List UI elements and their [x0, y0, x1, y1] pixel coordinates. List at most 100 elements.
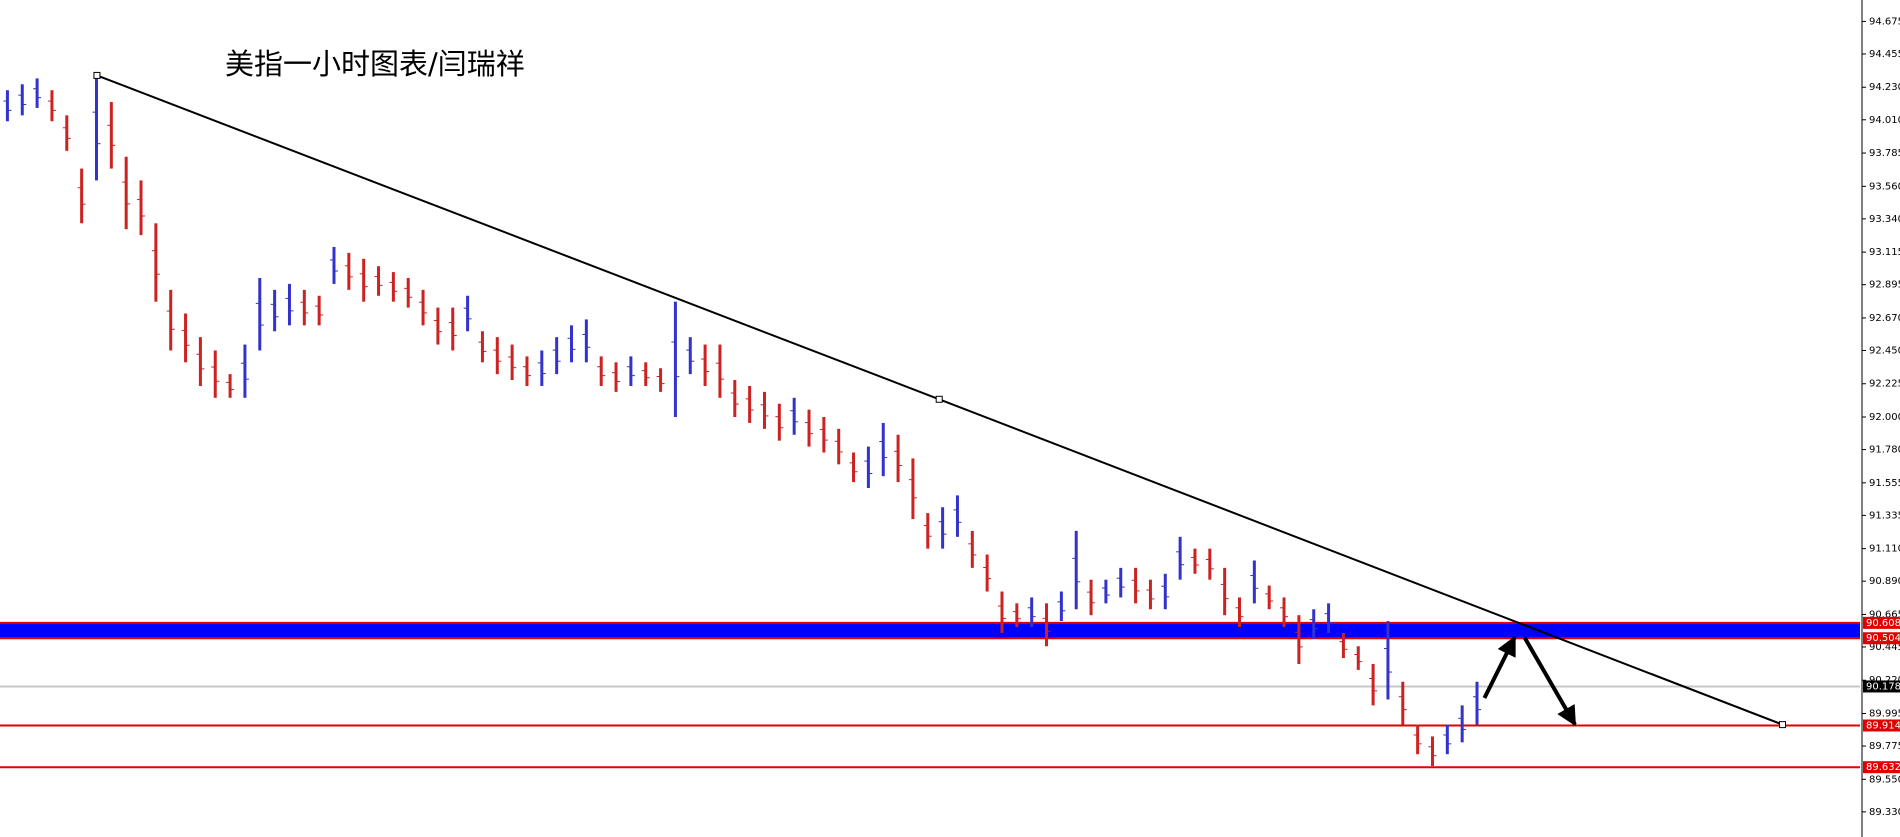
- price-bar: [1401, 681, 1405, 725]
- price-bar: [703, 344, 707, 386]
- price-bar: [1193, 548, 1197, 574]
- price-bar: [555, 337, 559, 375]
- price-bar: [1416, 724, 1420, 755]
- price-bar: [1430, 736, 1434, 767]
- price-bar: [584, 319, 588, 363]
- price-bar: [466, 295, 470, 332]
- y-tick-label: 90.445: [1869, 642, 1900, 653]
- y-tick-label: 91.555: [1869, 478, 1900, 489]
- price-bar: [1089, 579, 1093, 616]
- price-label: 89.632: [1866, 762, 1900, 773]
- price-bar: [1119, 567, 1123, 598]
- price-bar: [510, 344, 514, 381]
- price-bar: [1445, 724, 1449, 755]
- y-tick-label: 93.560: [1869, 181, 1900, 192]
- price-bar: [599, 356, 603, 386]
- price-bar: [1341, 632, 1345, 659]
- price-bar: [777, 403, 781, 441]
- y-tick-label: 93.785: [1869, 148, 1900, 159]
- price-bar: [480, 331, 484, 363]
- price-bar: [1252, 560, 1256, 604]
- price-label: 90.178: [1866, 681, 1900, 692]
- price-bar: [792, 397, 796, 435]
- plot-area: [0, 71, 1860, 769]
- y-tick-label: 91.780: [1869, 445, 1900, 456]
- price-bar: [733, 380, 737, 418]
- price-bar: [258, 278, 262, 351]
- price-bar: [1178, 536, 1182, 580]
- price-bar: [837, 428, 841, 465]
- price-bar: [332, 246, 336, 284]
- price-bar: [80, 168, 84, 224]
- y-tick-label: 92.670: [1869, 313, 1900, 324]
- price-bar: [1000, 591, 1004, 633]
- price-bar: [94, 75, 98, 181]
- price-bar: [65, 115, 69, 151]
- price-bar: [1475, 681, 1479, 725]
- price-bar: [377, 266, 381, 296]
- price-bar: [1223, 567, 1227, 616]
- price-bar: [525, 356, 529, 386]
- y-tick-label: 93.340: [1869, 214, 1900, 225]
- price-label-box: [1863, 719, 1900, 732]
- price-bar: [1460, 705, 1464, 743]
- price-bar: [1312, 609, 1316, 639]
- price-bar: [362, 258, 366, 302]
- price-bar: [1059, 591, 1063, 622]
- y-tick-label: 89.550: [1869, 774, 1900, 785]
- price-bar: [273, 289, 277, 332]
- price-bar: [317, 295, 321, 326]
- price-bar: [1267, 585, 1271, 610]
- y-tick-label: 92.000: [1869, 412, 1900, 423]
- price-bar: [495, 337, 499, 375]
- price-bar: [807, 409, 811, 447]
- y-tick-label: 92.225: [1869, 379, 1900, 390]
- y-tick-label: 89.775: [1869, 741, 1900, 752]
- price-bar: [1356, 646, 1360, 670]
- y-tick-label: 93.115: [1869, 247, 1900, 258]
- trendline-anchor: [935, 395, 943, 403]
- price-bar: [911, 458, 915, 520]
- price-label: 90.608: [1866, 618, 1900, 629]
- price-bar: [451, 307, 455, 351]
- price-bar: [673, 301, 677, 418]
- y-tick-label: 90.665: [1869, 609, 1900, 620]
- price-bar: [970, 530, 974, 568]
- price-bar: [1030, 597, 1034, 628]
- y-tick-label: 92.895: [1869, 280, 1900, 291]
- price-bar: [1297, 615, 1301, 664]
- price-scale: 94.675 94.455 94.230 94.010 93.785 93.560 93.3…: [1862, 16, 1900, 818]
- price-bar: [1045, 603, 1049, 647]
- price-bar: [1015, 603, 1019, 628]
- price-bar: [20, 84, 24, 116]
- price-bar: [955, 495, 959, 537]
- price-bar: [896, 434, 900, 483]
- price-bar: [822, 417, 826, 453]
- price-bar: [1148, 579, 1152, 610]
- price-bar: [629, 356, 633, 386]
- price-bar: [1386, 621, 1390, 700]
- price-bar: [1282, 597, 1286, 628]
- price-bar: [941, 507, 945, 549]
- price-bar: [198, 337, 202, 386]
- price-bar: [540, 350, 544, 386]
- y-tick-label: 94.455: [1869, 49, 1900, 60]
- price-bar: [762, 391, 766, 429]
- y-tick-label: 89.995: [1869, 709, 1900, 720]
- price-bar: [213, 350, 217, 398]
- price-bar: [302, 289, 306, 326]
- price-bar: [1238, 597, 1242, 628]
- price-bar: [169, 289, 173, 351]
- price-bar: [243, 344, 247, 398]
- price-bar: [718, 344, 722, 398]
- price-bar: [852, 452, 856, 483]
- price-bar: [1104, 579, 1108, 604]
- projection-arrow: [1522, 636, 1577, 727]
- trendline-anchor: [93, 71, 101, 79]
- price-bar: [35, 78, 39, 108]
- y-tick-label: 94.230: [1869, 82, 1900, 93]
- price-bar: [866, 446, 870, 489]
